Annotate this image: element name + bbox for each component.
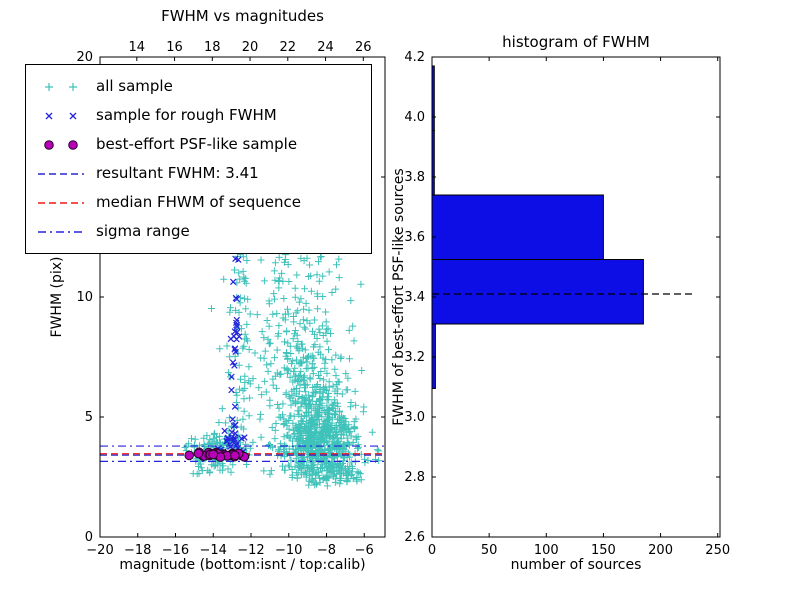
dashdot-line-swatch (38, 230, 84, 233)
legend-label: sample for rough FWHM (96, 106, 277, 124)
hist-bar (431, 323, 436, 389)
top-tick-label: 16 (166, 40, 183, 55)
left-plot-title: FWHM vs magnitudes (161, 7, 324, 25)
x-tick-label: −18 (124, 543, 151, 558)
top-tick-label: 26 (355, 40, 372, 55)
legend-label: sigma range (96, 222, 190, 240)
legend-item-0: all sample (36, 72, 361, 101)
top-tick-label: 20 (242, 40, 259, 55)
y-tick-label: 3.6 (404, 230, 425, 245)
x-tick-label: 250 (705, 543, 730, 558)
legend-label: all sample (96, 77, 173, 95)
x-tick-label: −14 (200, 543, 227, 558)
right-x-axis-label: number of sources (510, 557, 642, 573)
y-tick-label: 2.8 (404, 470, 425, 485)
legend-item-1: sample for rough FWHM (36, 101, 361, 130)
circle-marker-swatch (44, 139, 78, 150)
x-tick-label: −16 (162, 543, 189, 558)
x-tick-label: 200 (648, 543, 673, 558)
right-y-axis-label: FWHM of best-effort PSF-like sources (391, 168, 407, 426)
y-tick-label: 3.4 (404, 290, 425, 305)
right-plot-title: histogram of FWHM (502, 33, 650, 51)
legend: all sample sample for rough FWHM best-effo… (25, 64, 372, 254)
left-x-axis-label: magnitude (bottom:isnt / top:calib) (119, 557, 366, 573)
plus-icon (45, 82, 53, 91)
x-tick-label: 100 (534, 543, 559, 558)
y-tick-label: 4.2 (404, 50, 425, 65)
y-tick-label: 5 (85, 410, 93, 425)
legend-item-5: sigma range (36, 217, 361, 246)
psf-sample-point (208, 449, 218, 460)
x-tick-label: −8 (317, 543, 336, 558)
y-tick-label: 4.0 (404, 110, 425, 125)
right-plot-data (431, 65, 693, 389)
top-tick-label: 24 (317, 40, 334, 55)
psf-sample-point (193, 448, 204, 459)
plus-marker-swatch (45, 82, 77, 91)
legend-item-3: resultant FWHM: 3.41 (36, 159, 361, 188)
axes-left: −20−18−16−14−12−10−8−6051015201416182022… (76, 40, 386, 558)
y-tick-label: 10 (76, 290, 93, 305)
legend-label: best-effort PSF-like sample (96, 135, 298, 153)
dashed-line-swatch (38, 201, 84, 204)
y-tick-label: 0 (85, 530, 93, 545)
x-tick-label: −12 (237, 543, 264, 558)
y-tick-label: 3.8 (404, 170, 425, 185)
top-tick-label: 22 (280, 40, 297, 55)
dashed-line-swatch (38, 172, 84, 175)
x-tick-label: 50 (481, 543, 498, 558)
left-plot-data (100, 69, 385, 490)
circle-icon (44, 139, 54, 150)
left-y-axis-label: FWHM (pix) (49, 256, 65, 338)
y-tick-label: 3.0 (404, 410, 425, 425)
hist-bar (431, 194, 604, 260)
y-tick-label: 2.6 (404, 530, 425, 545)
psf-sample-point (184, 450, 194, 461)
legend-label: resultant FWHM: 3.41 (96, 164, 259, 182)
x-marker-swatch (45, 112, 77, 119)
axes-right: 0 50 100 150 200 250 2.6 2.8 3.0 3.2 3.4 3.6 3.8 4.0 4… (404, 50, 730, 558)
legend-label: median FHWM of sequence (96, 193, 301, 211)
psf-sample-point (230, 450, 240, 461)
y-tick-label: 3.2 (404, 350, 425, 365)
plus-icon (69, 82, 77, 91)
x-tick-label: −6 (355, 543, 374, 558)
y-tick-label: 20 (76, 50, 93, 65)
hist-bar (431, 259, 644, 325)
top-tick-label: 14 (129, 40, 146, 55)
x-tick-label: −10 (275, 543, 302, 558)
legend-item-4: median FHWM of sequence (36, 188, 361, 217)
circle-icon (68, 139, 78, 150)
x-tick-label: −20 (86, 543, 113, 558)
x-icon (69, 112, 77, 119)
legend-item-2: best-effort PSF-like sample (36, 130, 361, 159)
scatter-all-sample (181, 69, 383, 490)
x-tick-label: 150 (591, 543, 616, 558)
top-tick-label: 18 (204, 40, 221, 55)
x-icon (45, 112, 53, 119)
x-tick-label: 0 (428, 543, 436, 558)
